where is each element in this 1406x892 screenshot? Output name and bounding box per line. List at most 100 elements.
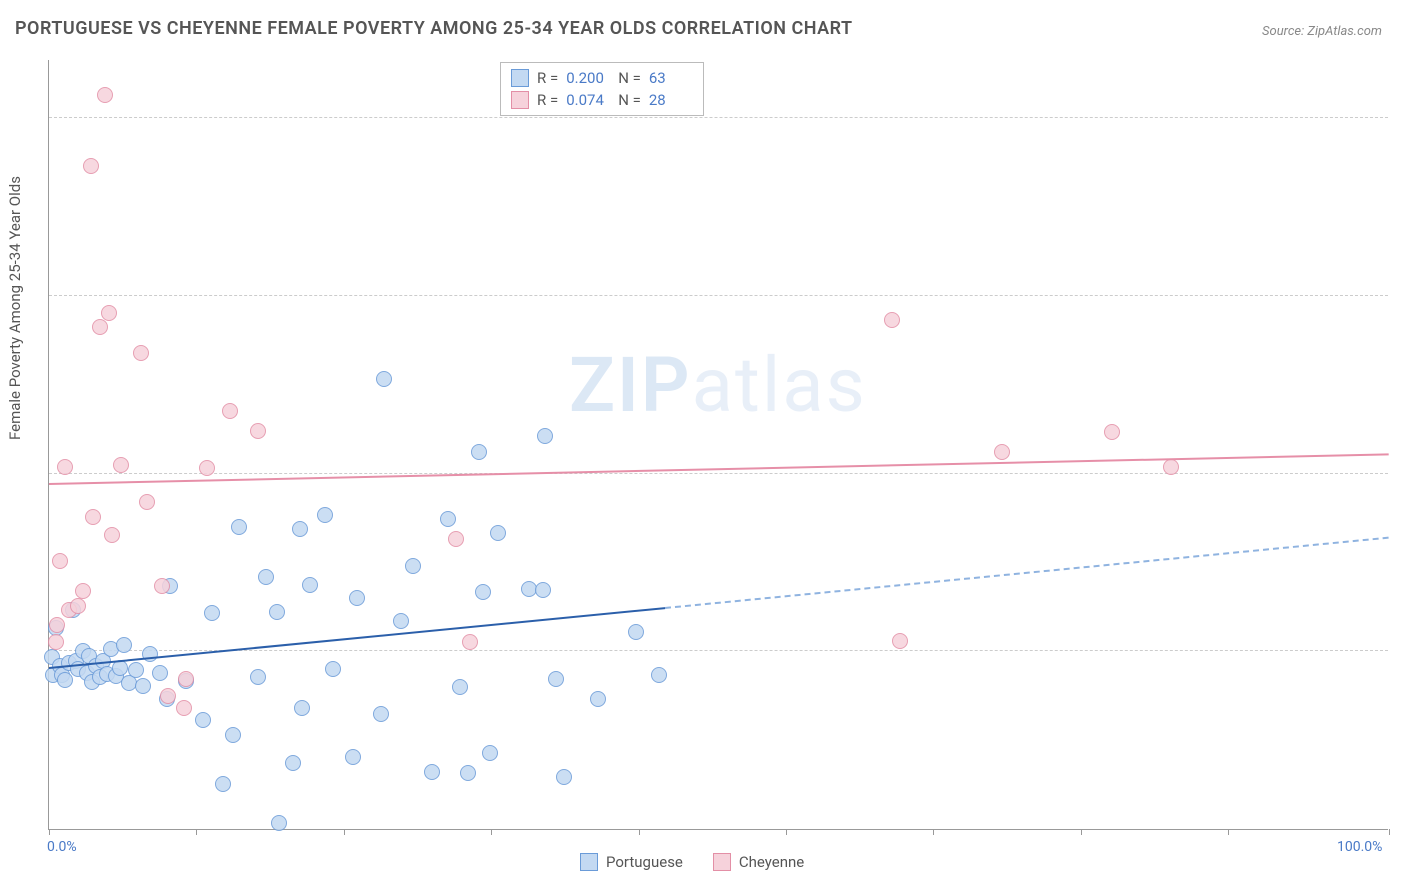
plot-area: ZIPatlas 15.0%30.0%45.0%60.0%0.0%100.0% — [48, 60, 1388, 830]
source-attribution: Source: ZipAtlas.com — [1262, 24, 1382, 39]
r-label: R = — [537, 91, 558, 109]
scatter-point — [535, 582, 551, 598]
scatter-point — [52, 553, 68, 569]
scatter-point — [139, 494, 155, 510]
x-tick — [933, 829, 934, 835]
n-label: N = — [618, 91, 641, 109]
scatter-point — [113, 457, 129, 473]
scatter-point — [548, 671, 564, 687]
scatter-point — [892, 633, 908, 649]
legend-swatch — [580, 853, 598, 871]
scatter-point — [85, 509, 101, 525]
legend-swatch — [511, 91, 529, 109]
y-tick-label: 30.0% — [1393, 450, 1406, 466]
scatter-point — [57, 672, 73, 688]
n-value: 28 — [649, 91, 693, 109]
y-tick-label: 60.0% — [1393, 94, 1406, 110]
scatter-point — [994, 444, 1010, 460]
trend-line — [665, 537, 1389, 609]
scatter-point — [294, 700, 310, 716]
scatter-point — [222, 403, 238, 419]
y-tick-label: 45.0% — [1393, 272, 1406, 288]
scatter-point — [176, 700, 192, 716]
scatter-point — [475, 584, 491, 600]
scatter-point — [97, 87, 113, 103]
n-value: 63 — [649, 69, 693, 87]
scatter-point — [521, 581, 537, 597]
scatter-point — [651, 667, 667, 683]
scatter-point — [135, 678, 151, 694]
scatter-point — [537, 428, 553, 444]
scatter-point — [482, 745, 498, 761]
legend-swatch — [511, 69, 529, 87]
series-legend: Portuguese Cheyenne — [580, 853, 804, 871]
legend-item: Cheyenne — [713, 853, 804, 871]
gridline — [49, 295, 1388, 296]
scatter-point — [628, 624, 644, 640]
scatter-point — [250, 423, 266, 439]
x-tick-label: 100.0% — [1337, 839, 1382, 855]
gridline — [49, 473, 1388, 474]
scatter-point — [302, 577, 318, 593]
scatter-point — [884, 312, 900, 328]
scatter-point — [393, 613, 409, 629]
scatter-point — [590, 691, 606, 707]
scatter-point — [269, 604, 285, 620]
scatter-point — [556, 769, 572, 785]
x-tick — [344, 829, 345, 835]
scatter-point — [448, 531, 464, 547]
scatter-point — [349, 590, 365, 606]
x-tick — [1228, 829, 1229, 835]
scatter-point — [250, 669, 266, 685]
x-tick — [786, 829, 787, 835]
trend-line — [49, 607, 666, 669]
y-tick-label: 15.0% — [1393, 627, 1406, 643]
r-label: R = — [537, 69, 558, 87]
scatter-point — [271, 815, 287, 831]
scatter-point — [152, 665, 168, 681]
scatter-point — [195, 712, 211, 728]
scatter-point — [317, 507, 333, 523]
scatter-point — [231, 519, 247, 535]
x-tick — [639, 829, 640, 835]
scatter-point — [133, 345, 149, 361]
watermark: ZIPatlas — [569, 340, 867, 430]
r-value: 0.200 — [566, 69, 610, 87]
stats-row: R = 0.074 N = 28 — [511, 89, 693, 111]
scatter-point — [101, 305, 117, 321]
scatter-point — [471, 444, 487, 460]
legend-label: Cheyenne — [739, 853, 804, 871]
n-label: N = — [618, 69, 641, 87]
r-value: 0.074 — [566, 91, 610, 109]
scatter-point — [199, 460, 215, 476]
scatter-point — [204, 605, 220, 621]
scatter-point — [128, 662, 144, 678]
x-tick — [196, 829, 197, 835]
scatter-point — [373, 706, 389, 722]
gridline — [49, 650, 1388, 651]
scatter-point — [258, 569, 274, 585]
scatter-point — [83, 158, 99, 174]
scatter-point — [225, 727, 241, 743]
x-tick — [491, 829, 492, 835]
legend-label: Portuguese — [606, 853, 683, 871]
x-tick — [49, 829, 50, 835]
chart-title: PORTUGUESE VS CHEYENNE FEMALE POVERTY AM… — [15, 18, 853, 39]
scatter-point — [345, 749, 361, 765]
scatter-point — [75, 583, 91, 599]
scatter-point — [1163, 459, 1179, 475]
x-tick — [1389, 829, 1390, 835]
legend-item: Portuguese — [580, 853, 683, 871]
stats-row: R = 0.200 N = 63 — [511, 67, 693, 89]
scatter-point — [116, 637, 132, 653]
y-axis-label: Female Poverty Among 25-34 Year Olds — [6, 176, 24, 440]
scatter-point — [285, 755, 301, 771]
scatter-point — [154, 578, 170, 594]
scatter-point — [178, 671, 194, 687]
scatter-point — [452, 679, 468, 695]
scatter-point — [292, 521, 308, 537]
legend-swatch — [713, 853, 731, 871]
scatter-point — [215, 776, 231, 792]
scatter-point — [424, 764, 440, 780]
scatter-point — [462, 634, 478, 650]
